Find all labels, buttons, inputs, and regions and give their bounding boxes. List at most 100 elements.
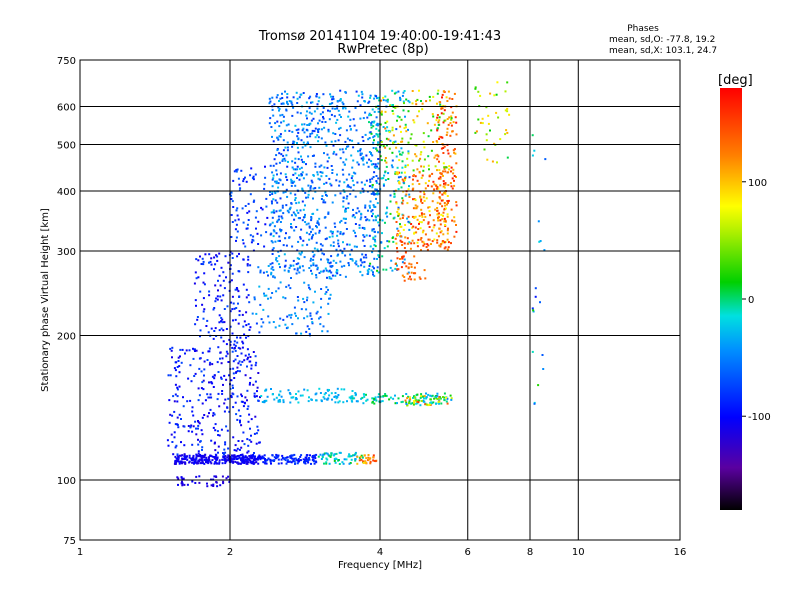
data-point: [300, 332, 303, 335]
y-tick-label: 400: [57, 187, 76, 198]
data-point: [344, 140, 347, 143]
data-point: [385, 129, 388, 132]
data-point: [223, 459, 226, 461]
data-point: [371, 229, 374, 232]
data-point: [427, 238, 430, 241]
data-point: [416, 98, 419, 101]
data-point: [321, 252, 324, 255]
data-point: [420, 237, 423, 239]
data-point: [197, 462, 200, 465]
data-point: [325, 237, 328, 240]
data-point: [331, 201, 334, 204]
data-point: [271, 253, 274, 255]
data-point: [250, 440, 253, 443]
data-point: [531, 154, 534, 157]
data-point: [247, 255, 250, 258]
data-point: [399, 239, 402, 242]
data-point: [362, 190, 365, 193]
data-point: [309, 146, 312, 149]
data-point: [400, 140, 403, 143]
data-point: [408, 399, 411, 402]
data-point: [277, 250, 280, 253]
data-point: [364, 253, 367, 256]
data-point: [388, 398, 391, 401]
data-point: [197, 450, 200, 453]
data-point: [394, 394, 396, 397]
data-point: [312, 255, 315, 258]
data-point: [284, 173, 287, 176]
data-point: [232, 393, 235, 396]
data-point: [376, 133, 379, 136]
data-point: [331, 102, 334, 105]
data-point: [306, 296, 309, 299]
data-point: [247, 444, 250, 447]
data-point: [334, 392, 337, 394]
data-point: [420, 151, 423, 154]
data-point: [322, 269, 325, 272]
data-point: [241, 239, 244, 242]
data-point: [415, 100, 417, 103]
data-point: [205, 458, 208, 461]
data-point: [183, 454, 186, 457]
data-point: [382, 268, 385, 271]
data-point: [265, 388, 268, 391]
data-point: [351, 258, 354, 261]
data-point: [334, 461, 337, 464]
data-point: [281, 159, 284, 162]
data-point: [360, 458, 363, 461]
data-point: [446, 229, 449, 232]
data-point: [241, 400, 244, 403]
data-point: [236, 455, 239, 457]
y-tick-label: 100: [57, 476, 76, 487]
data-point: [413, 266, 416, 269]
data-point: [237, 177, 240, 180]
data-point: [453, 179, 455, 182]
data-point: [489, 129, 491, 132]
data-point: [455, 121, 458, 124]
data-point: [334, 457, 337, 460]
data-point: [424, 233, 427, 236]
data-point: [296, 165, 299, 168]
data-point: [280, 102, 283, 105]
data-point: [451, 111, 454, 114]
data-point: [209, 454, 212, 457]
data-point: [284, 323, 287, 326]
data-point: [441, 240, 444, 243]
data-point: [265, 462, 268, 465]
data-point: [506, 107, 509, 110]
data-point: [455, 204, 458, 207]
data-point: [223, 321, 226, 324]
data-point: [362, 234, 365, 237]
data-point: [288, 314, 291, 317]
data-point: [224, 443, 227, 446]
data-point: [396, 264, 398, 267]
data-point: [221, 462, 224, 465]
data-point: [197, 387, 200, 390]
data-point: [377, 395, 380, 398]
data-point: [408, 221, 411, 224]
data-point: [290, 223, 292, 225]
data-point: [362, 393, 365, 396]
data-point: [380, 111, 383, 114]
data-point: [270, 273, 273, 276]
data-point: [368, 185, 371, 188]
data-point: [438, 196, 441, 199]
data-point: [416, 402, 419, 405]
data-point: [395, 202, 398, 205]
data-point: [270, 459, 273, 462]
data-point: [248, 439, 251, 442]
data-point: [282, 191, 285, 194]
data-point: [284, 456, 287, 459]
data-point: [366, 269, 369, 272]
data-point: [246, 263, 249, 266]
data-point: [247, 323, 250, 326]
data-point: [432, 95, 435, 98]
data-point: [391, 110, 394, 112]
data-point: [541, 354, 544, 356]
data-point: [278, 135, 281, 138]
data-point: [418, 221, 421, 223]
data-point: [404, 126, 407, 129]
data-point: [305, 460, 308, 462]
data-point: [442, 174, 444, 177]
data-point: [300, 228, 303, 231]
